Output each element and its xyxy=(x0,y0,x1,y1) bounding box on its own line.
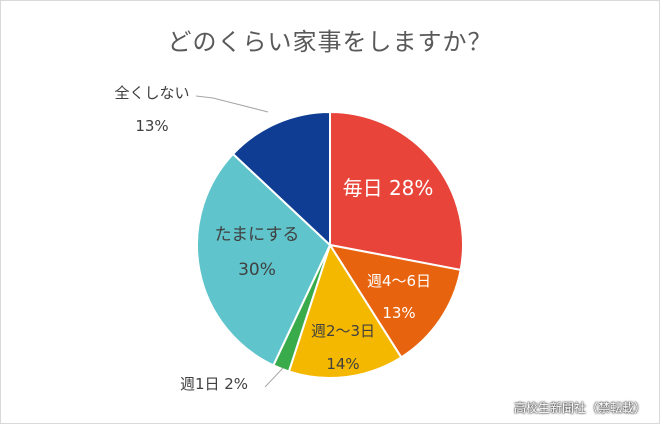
pie-slice-6 xyxy=(231,110,331,248)
slice-label-1: 毎日 28% xyxy=(343,176,434,200)
slice-name-5: たまにする xyxy=(215,225,300,245)
chart-title: どのくらい家事をしますか？ xyxy=(167,28,493,56)
slice-name-6: 全くしない xyxy=(114,84,189,102)
copyright-credit: 高校生新聞社（禁転載） xyxy=(513,401,646,415)
slice-value-3: 14% xyxy=(326,355,359,373)
pie-slice-1 xyxy=(329,110,464,272)
pie-slice-5 xyxy=(196,152,332,367)
slice-value-5: 30% xyxy=(238,260,276,280)
slice-label-4: 週1日 2% xyxy=(180,375,248,393)
leader-line-4 xyxy=(264,367,284,388)
leader-line-6 xyxy=(195,95,269,113)
pie-slice-2 xyxy=(327,243,462,359)
slice-value-2: 13% xyxy=(382,304,415,322)
slice-value-6: 13% xyxy=(135,117,168,135)
slice-name-2: 週4～6日 xyxy=(367,272,431,290)
pie-slice-3 xyxy=(287,242,403,379)
slice-name-3: 週2～3日 xyxy=(311,322,375,340)
